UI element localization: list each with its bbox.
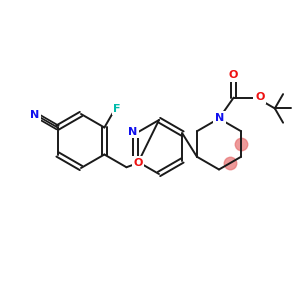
Text: F: F — [113, 104, 121, 114]
Text: N: N — [128, 127, 137, 137]
Text: O: O — [229, 70, 238, 80]
Text: O: O — [133, 158, 142, 168]
Text: O: O — [255, 92, 264, 102]
Text: N: N — [30, 110, 39, 120]
Text: N: N — [215, 112, 224, 123]
